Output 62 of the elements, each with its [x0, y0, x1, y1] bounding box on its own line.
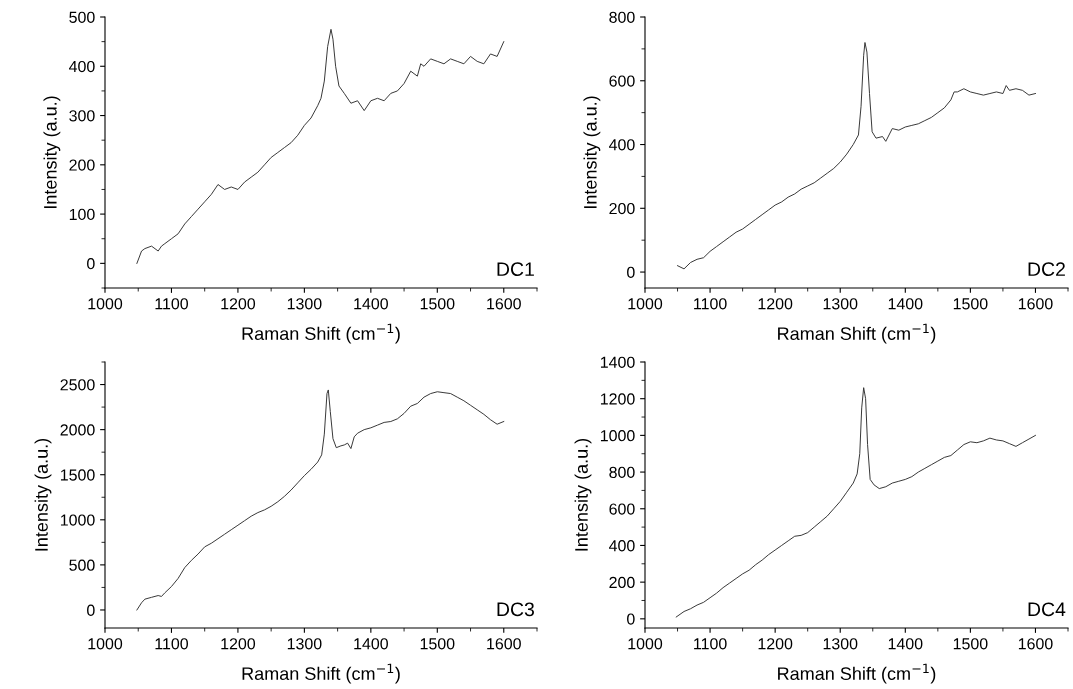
- x-tick-label: 1400: [888, 638, 923, 650]
- x-tick-label: 1500: [420, 298, 455, 310]
- x-tick-label: 1600: [1018, 638, 1053, 650]
- x-tick-label: 1300: [823, 298, 858, 310]
- y-tick-label: 1400: [600, 356, 635, 368]
- y-tick-label: 2000: [60, 424, 95, 436]
- y-tick-label: 800: [609, 466, 635, 479]
- x-tick-label: 1600: [487, 638, 521, 650]
- y-tick-label: 400: [69, 60, 95, 73]
- x-tick-label: 1200: [221, 638, 256, 650]
- x-tick-label: 1500: [420, 638, 455, 650]
- y-tick-label: 500: [69, 559, 95, 571]
- y-axis-title: Intensity (a.u.): [43, 96, 61, 209]
- y-tick-label: 200: [609, 576, 635, 589]
- x-tick-label: 1100: [694, 298, 727, 310]
- x-tick-label: 1100: [694, 638, 727, 650]
- y-tick-label: 400: [609, 139, 635, 151]
- y-tick-label: 0: [87, 258, 95, 270]
- x-tick-label: 1200: [758, 638, 793, 650]
- x-tick-label: 1400: [354, 638, 388, 650]
- x-tick-label: 1200: [758, 298, 793, 310]
- x-axis-title: Raman Shift (cm$^{−1}$): [242, 663, 400, 684]
- x-tick-label: 1500: [953, 638, 988, 650]
- annotation: DC3: [497, 602, 534, 617]
- x-tick-label: 1300: [823, 638, 858, 650]
- y-tick-label: 2500: [60, 379, 95, 391]
- y-tick-label: 500: [69, 11, 95, 23]
- y-tick-label: 1000: [60, 514, 95, 526]
- x-axis-title: Raman Shift (cm$^{−1}$): [778, 663, 936, 684]
- y-axis-title: Intensity (a.u.): [34, 438, 52, 551]
- annotation: DC4: [1028, 602, 1066, 617]
- x-tick-label: 1300: [287, 638, 322, 650]
- y-tick-label: 200: [69, 159, 95, 171]
- x-tick-label: 1500: [953, 298, 988, 310]
- x-tick-label: 1400: [354, 298, 388, 310]
- annotation: DC1: [497, 262, 534, 277]
- x-axis-title: Raman Shift (cm$^{−1}$): [778, 323, 936, 344]
- y-tick-label: 1500: [60, 469, 95, 481]
- y-tick-label: 1200: [600, 393, 635, 405]
- x-tick-label: 1100: [155, 638, 189, 650]
- y-tick-label: 0: [627, 266, 635, 278]
- x-tick-label: 1400: [888, 298, 923, 310]
- x-tick-label: 1200: [221, 298, 256, 310]
- y-tick-label: 600: [609, 503, 635, 515]
- y-tick-label: 300: [69, 110, 95, 122]
- x-tick-label: 1600: [1018, 298, 1053, 310]
- y-tick-label: 600: [609, 75, 635, 87]
- y-tick-label: 800: [609, 11, 635, 23]
- y-axis-title: Intensity (a.u.): [574, 438, 592, 551]
- y-tick-label: 1000: [600, 430, 635, 442]
- y-axis-title: Intensity (a.u.): [583, 96, 601, 209]
- x-tick-label: 1300: [287, 298, 322, 310]
- x-tick-label: 1100: [155, 298, 189, 310]
- y-tick-label: 100: [69, 208, 95, 221]
- annotation: DC2: [1028, 262, 1065, 277]
- x-tick-label: 1600: [487, 298, 521, 310]
- y-tick-label: 0: [87, 604, 95, 616]
- y-tick-label: 200: [609, 202, 635, 215]
- y-tick-label: 400: [609, 540, 635, 552]
- x-axis-title: Raman Shift (cm$^{−1}$): [242, 323, 400, 344]
- y-tick-label: 0: [627, 613, 635, 625]
- line-series: [136, 28, 505, 264]
